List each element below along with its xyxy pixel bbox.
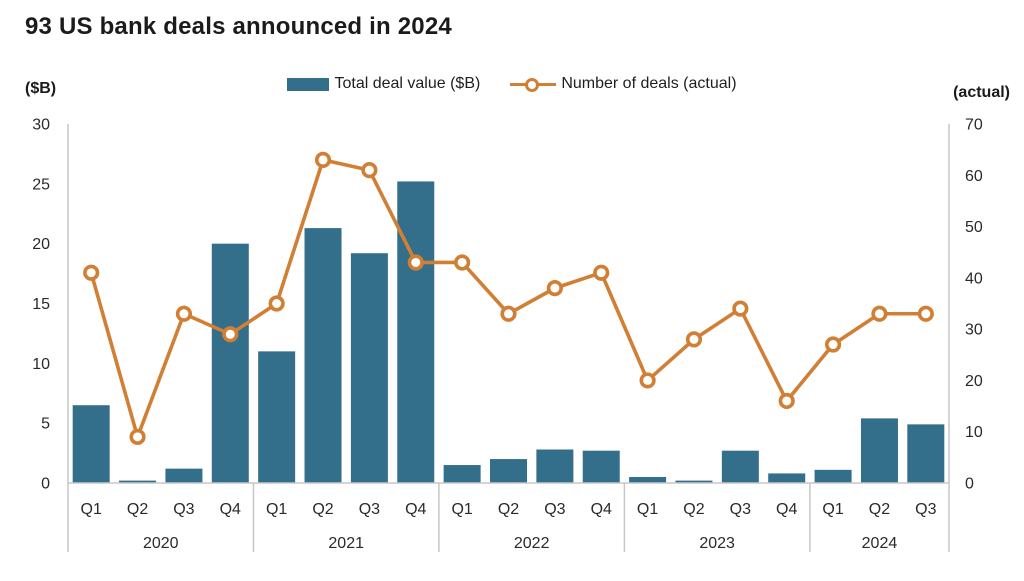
year-label: 2024	[862, 535, 898, 552]
bar-2024-Q2	[860, 418, 898, 483]
line-marker-2020-Q3	[175, 305, 193, 322]
year-label: 2020	[143, 535, 179, 552]
bar-2020-Q3	[165, 468, 203, 483]
right-axis-tick: 50	[965, 219, 983, 236]
left-axis-tick: 30	[32, 117, 50, 134]
line-marker-2023-Q1	[639, 372, 656, 389]
line-marker-2022-Q4	[593, 264, 610, 281]
left-axis-tick: 15	[32, 296, 50, 313]
line-marker-2024-Q2	[871, 305, 888, 322]
quarter-label: Q3	[173, 501, 194, 518]
left-axis-tick: 5	[41, 416, 50, 433]
line-marker-2021-Q2	[314, 151, 332, 169]
left-axis-tick: 20	[32, 236, 50, 253]
right-axis-tick: 0	[965, 476, 974, 493]
bar-2024-Q1	[814, 469, 852, 483]
right-axis-tick: 20	[965, 373, 983, 390]
right-axis-tick: 70	[965, 117, 983, 134]
bar-2020-Q1	[72, 405, 110, 483]
bar-2021-Q4	[397, 181, 435, 483]
bar-2021-Q2	[304, 228, 342, 483]
bar-2022-Q2	[490, 459, 527, 483]
line-marker-2022-Q3	[546, 280, 563, 297]
quarter-label: Q4	[591, 501, 612, 518]
bar-2020-Q2	[119, 480, 157, 483]
quarter-label: Q3	[544, 501, 565, 518]
line-marker-2020-Q4	[222, 326, 239, 343]
right-axis-caption: (actual)	[953, 84, 1010, 101]
bar-2022-Q1	[443, 465, 481, 483]
line-marker-2022-Q1	[454, 254, 471, 271]
combo-chart: 0 5 10 15 20 25 30 0 10 20 30 40 50 60 70 Q1 Q2 Q3 Q4 Q1 Q2 Q…	[32, 117, 983, 552]
left-axis-tick: 25	[32, 176, 50, 193]
line-marker-2023-Q3	[732, 300, 749, 317]
quarter-label: Q4	[405, 501, 426, 518]
line-swatch-marker-icon	[525, 77, 540, 92]
legend-item-bar: Total deal value ($B)	[287, 75, 480, 93]
right-axis-tick: 30	[965, 322, 983, 339]
quarter-label: Q1	[637, 501, 658, 518]
line-legend-label: Number of deals (actual)	[561, 75, 737, 92]
line-marker-2023-Q4	[778, 392, 795, 410]
line-marker-2020-Q2	[129, 428, 146, 445]
bar-2020-Q4	[211, 243, 249, 483]
line-marker-2021-Q3	[361, 162, 378, 179]
quarter-label: Q4	[776, 501, 797, 518]
bar-2023-Q3	[721, 450, 759, 483]
quarter-label: Q1	[822, 501, 843, 518]
left-axis-caption: ($B)	[25, 80, 57, 97]
line-marker-2020-Q1	[83, 264, 100, 281]
quarter-label: Q1	[266, 501, 287, 518]
year-label: 2022	[514, 535, 550, 552]
right-axis-tick: 60	[965, 168, 983, 185]
line-marker-2021-Q4	[407, 254, 424, 271]
right-axis-tick: 40	[965, 270, 983, 287]
quarter-label: Q2	[683, 501, 704, 518]
bar-2024-Q3	[907, 424, 945, 483]
quarter-label: Q3	[915, 501, 936, 518]
quarter-label: Q2	[312, 501, 333, 518]
left-axis-tick: 0	[41, 476, 50, 493]
line-marker-2024-Q3	[917, 305, 934, 322]
bar-2023-Q2	[675, 480, 713, 483]
bar-2021-Q3	[350, 253, 388, 483]
quarter-label: Q4	[220, 501, 241, 518]
quarter-label: Q2	[498, 501, 519, 518]
bar-legend-swatch	[287, 77, 330, 91]
line-marker-2022-Q2	[500, 305, 517, 322]
quarter-label: Q2	[127, 501, 148, 518]
bar-2021-Q1	[258, 351, 296, 483]
line-marker-2024-Q1	[824, 336, 842, 353]
legend-item-line: Number of deals (actual)	[510, 75, 737, 93]
bar-2022-Q3	[536, 449, 574, 483]
quarter-label: Q3	[359, 501, 380, 518]
line-marker-2021-Q1	[268, 295, 285, 312]
quarter-label: Q2	[869, 501, 890, 518]
bar-2023-Q1	[629, 477, 667, 483]
bar-2022-Q4	[582, 450, 620, 483]
quarter-label: Q1	[81, 501, 102, 518]
year-label: 2021	[328, 535, 364, 552]
chart-title: 93 US bank deals announced in 2024	[25, 13, 452, 40]
line-marker-2023-Q2	[685, 331, 703, 348]
legend: Total deal value ($B) Number of deals (a…	[0, 72, 1024, 96]
line-legend-swatch	[510, 77, 557, 92]
right-axis-tick: 10	[965, 424, 983, 441]
left-axis-tick: 10	[32, 356, 50, 373]
quarter-label: Q1	[451, 501, 472, 518]
quarter-label: Q3	[730, 501, 751, 518]
bar-legend-label: Total deal value ($B)	[334, 75, 481, 92]
year-label: 2023	[699, 535, 735, 552]
bar-2023-Q4	[768, 473, 806, 483]
